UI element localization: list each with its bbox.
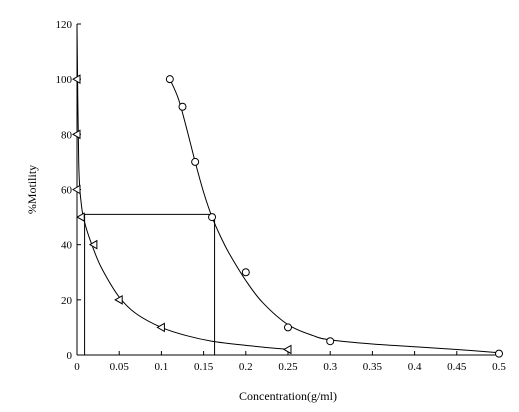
plot-area: 0 0.05 0.1 0.15 0.2 0.25 0.3 0.35 0.4 0.45 0.5 0 20 4… — [56, 19, 507, 373]
data-point-circle — [241, 268, 250, 277]
data-point-triangle — [282, 344, 292, 355]
data-point-circle — [178, 102, 187, 111]
y-tick-label: 80 — [61, 129, 73, 141]
y-tick-label: 100 — [56, 74, 73, 86]
x-tick-label: 0 — [74, 361, 80, 373]
x-tick-label: 0.3 — [323, 361, 337, 373]
data-point-circle — [495, 349, 503, 358]
fit-curve-2 — [169, 78, 500, 354]
x-tick-label: 0.2 — [239, 361, 253, 373]
data-point-circle — [284, 323, 292, 332]
x-tick-label: 0.05 — [110, 361, 130, 373]
x-axis-label: Concentration(g/ml) — [239, 389, 337, 403]
data-point-triangle — [76, 212, 85, 222]
y-tick-label: 0 — [67, 350, 73, 362]
fit-curve-1 — [76, 23, 289, 350]
x-tick-label: 0.15 — [194, 361, 214, 373]
data-point-circle — [165, 75, 174, 84]
x-tick-label: 0.25 — [278, 361, 298, 373]
data-point-triangle — [114, 294, 123, 305]
y-tick-label: 60 — [61, 185, 73, 197]
data-point-circle — [208, 213, 217, 222]
data-point-triangle — [71, 184, 81, 195]
y-tick-label: 40 — [61, 240, 73, 252]
data-point-triangle — [88, 239, 98, 250]
x-tick-label: 0.5 — [492, 361, 506, 373]
data-point-triangle — [71, 74, 81, 85]
x-tick-label: 0.4 — [408, 361, 422, 373]
data-point-circle — [191, 157, 200, 166]
y-axis-label: %Motility — [25, 165, 39, 214]
x-tick-label: 0.35 — [363, 361, 383, 373]
data-point-triangle — [71, 129, 81, 140]
data-point-triangle — [156, 322, 165, 333]
x-tick-label: 0.1 — [155, 361, 169, 373]
y-tick-label: 20 — [61, 295, 73, 307]
y-tick-label: 120 — [56, 19, 73, 31]
data-point-circle — [326, 337, 335, 346]
x-tick-label: 0.45 — [447, 361, 467, 373]
